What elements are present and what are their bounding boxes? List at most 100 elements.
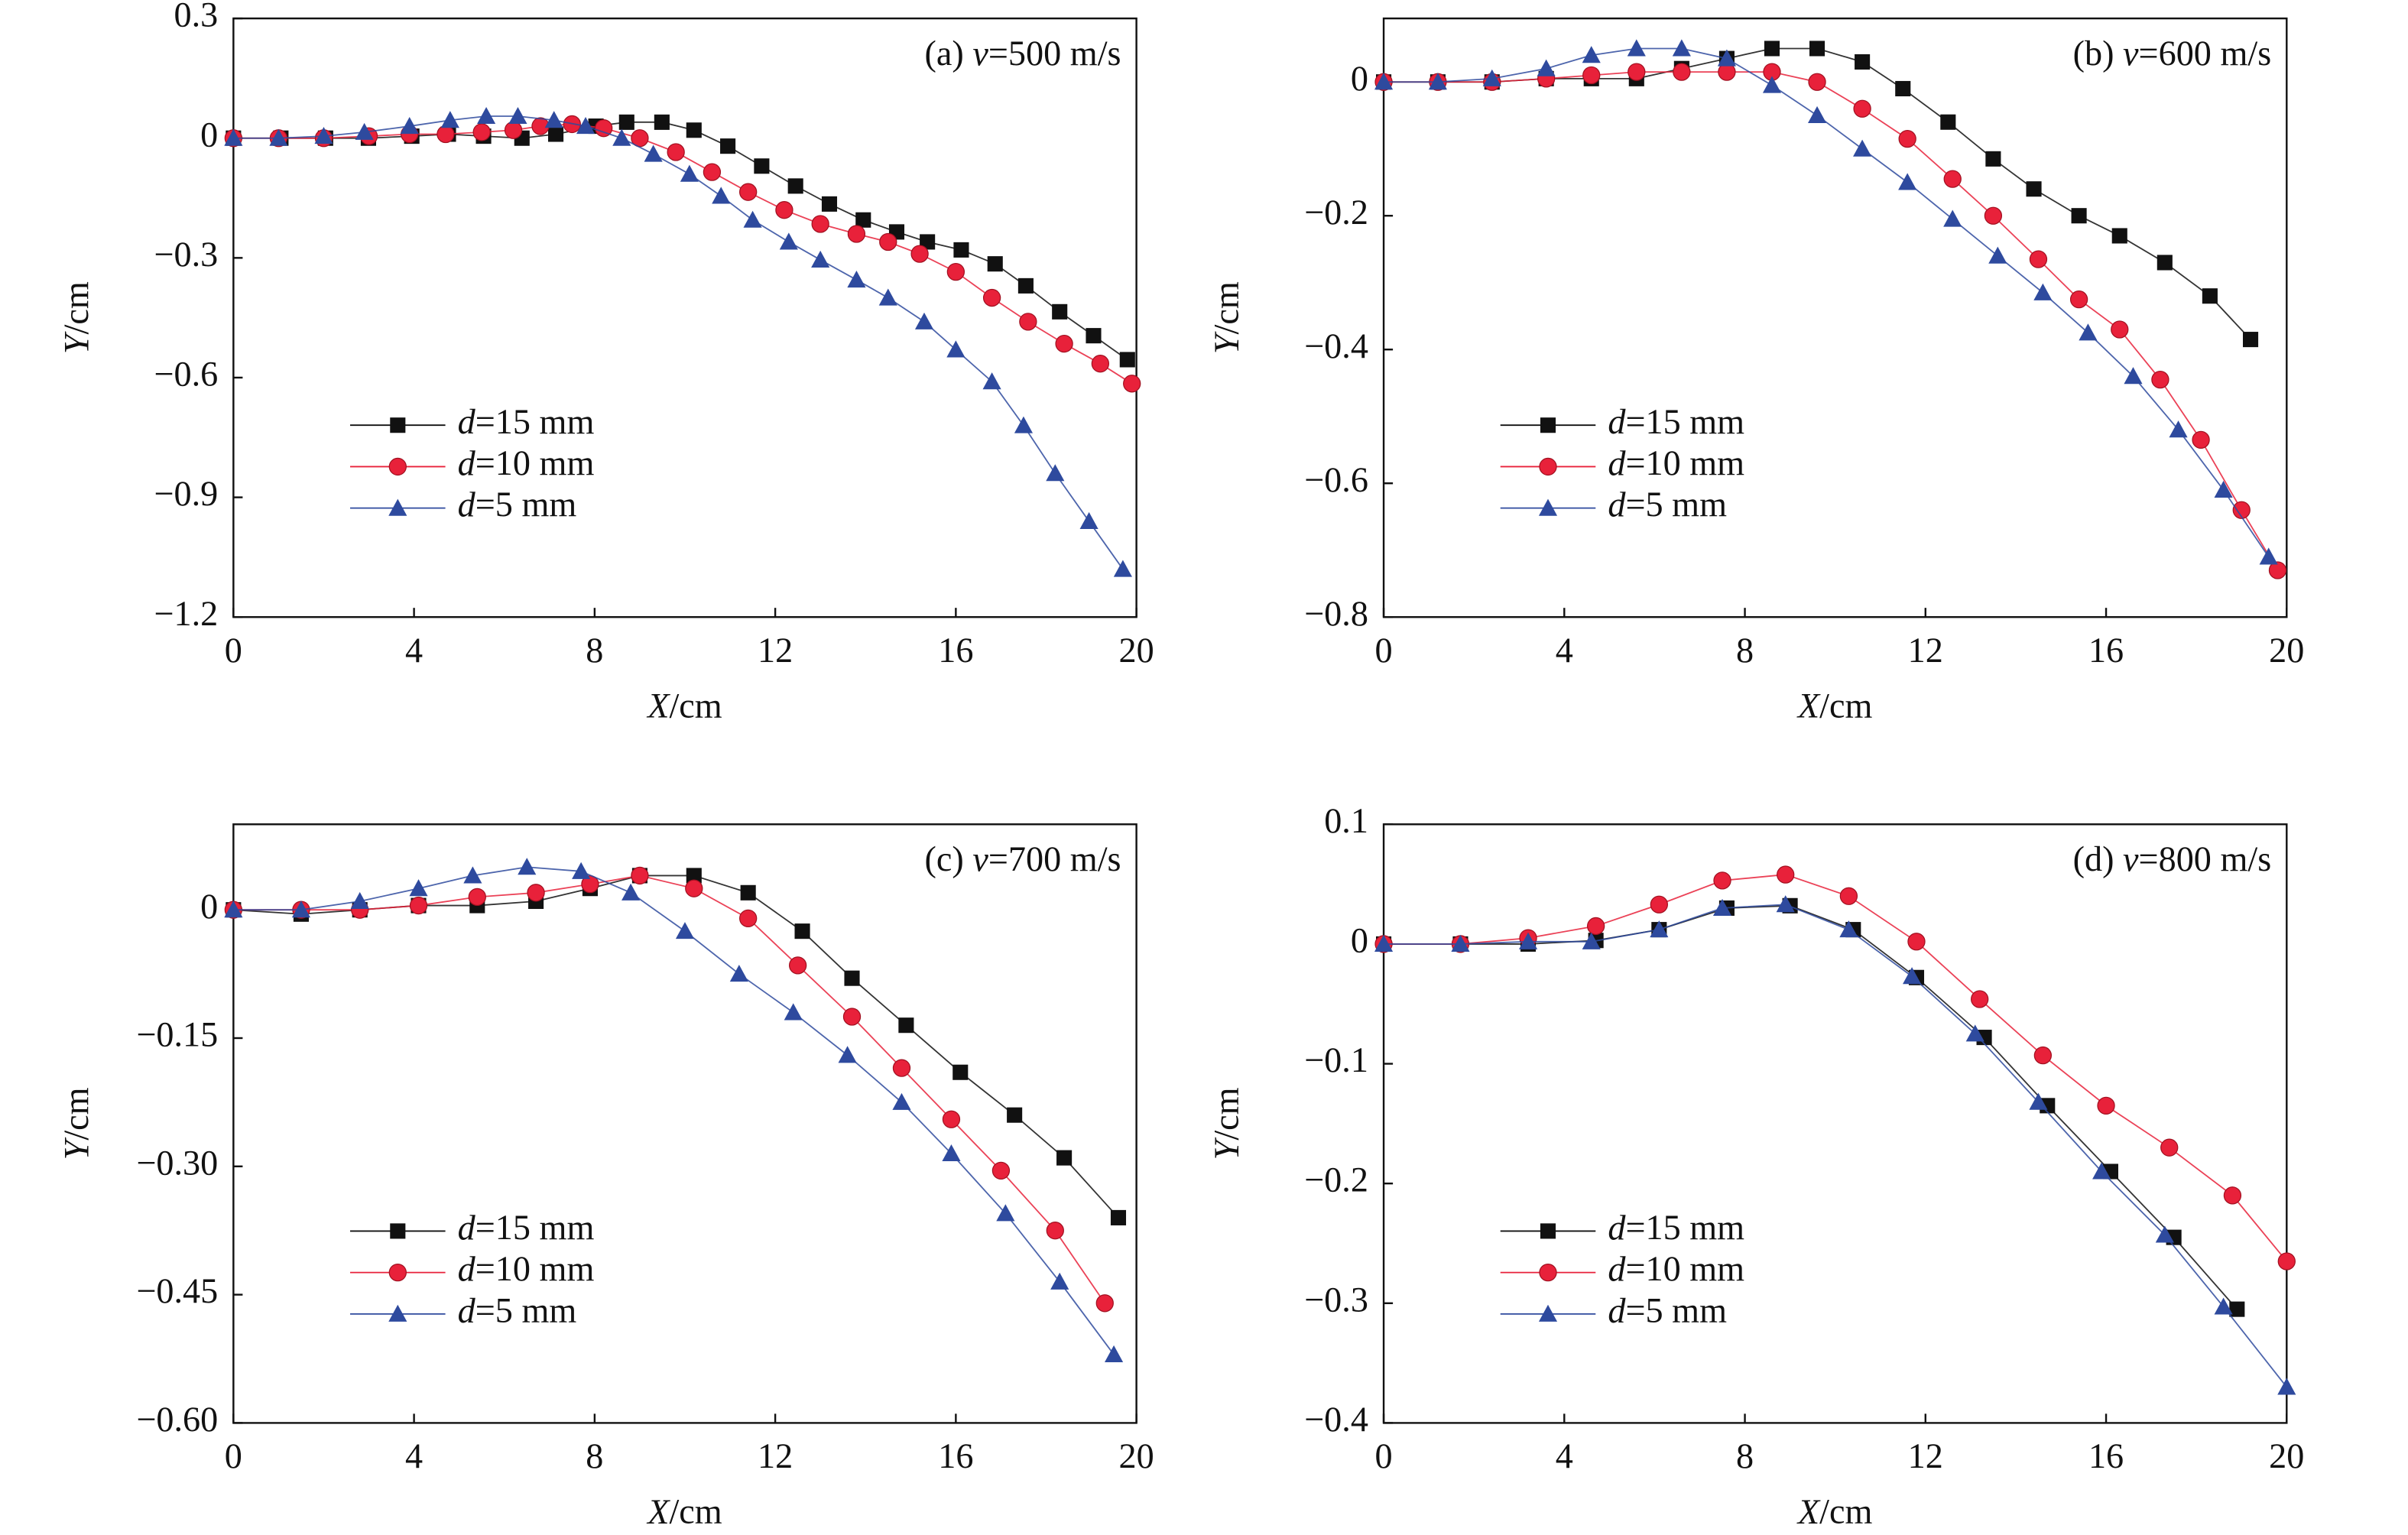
marker	[1853, 139, 1872, 157]
marker	[2026, 181, 2042, 197]
y-tick-label: 0	[1351, 921, 1368, 960]
marker	[1095, 1294, 1114, 1313]
marker	[784, 1003, 803, 1021]
marker	[350, 891, 369, 910]
marker	[1971, 990, 1989, 1008]
y-axis-label: Y/cm	[57, 1087, 96, 1160]
marker	[946, 262, 965, 281]
marker	[400, 117, 419, 135]
marker	[1717, 49, 1736, 67]
marker	[472, 123, 491, 141]
legend-label: d=5 mm	[1608, 485, 1727, 524]
marker	[2033, 283, 2053, 300]
marker	[1586, 917, 1605, 936]
marker	[1898, 173, 1917, 190]
marker	[942, 1144, 961, 1162]
marker	[811, 250, 830, 268]
marker	[2092, 1162, 2111, 1180]
marker	[1014, 416, 1034, 433]
marker	[685, 879, 703, 897]
marker	[1943, 209, 1962, 227]
y-tick-label: 0.1	[1324, 801, 1368, 840]
y-tick-label: 0	[1351, 59, 1368, 98]
marker	[1055, 334, 1073, 353]
y-tick-label: −0.1	[1304, 1040, 1368, 1079]
y-tick-label: −0.6	[154, 355, 218, 394]
marker	[1374, 73, 1394, 90]
x-axis-label: X/cm	[646, 1491, 722, 1530]
marker	[1762, 76, 1782, 93]
marker	[675, 922, 695, 939]
marker	[2277, 1252, 2296, 1271]
chart-title: (b) v=600 m/s	[2073, 34, 2272, 73]
marker	[612, 128, 631, 146]
marker	[2202, 288, 2218, 304]
marker	[1650, 920, 1669, 938]
marker	[878, 288, 897, 306]
series-line	[1384, 47, 2270, 557]
y-tick-label: −0.6	[1304, 460, 1368, 499]
marker	[942, 1110, 961, 1128]
marker	[838, 1046, 857, 1063]
chart-title: (d) v=800 m/s	[2073, 839, 2272, 878]
x-tick-label: 8	[586, 1436, 603, 1475]
y-tick-label: 0.3	[174, 0, 219, 34]
marker	[788, 956, 807, 975]
x-tick-label: 0	[1374, 1436, 1392, 1475]
marker	[1007, 1107, 1023, 1123]
marker	[2079, 323, 2098, 341]
marker	[508, 106, 527, 125]
legend-label: d=10 mm	[458, 1249, 595, 1288]
marker	[743, 210, 762, 228]
marker	[1839, 887, 1858, 905]
marker	[1776, 895, 1795, 913]
x-tick-label: 8	[1736, 631, 1754, 670]
marker	[987, 256, 1003, 272]
legend-marker	[388, 498, 407, 516]
y-tick-label: −0.8	[1304, 594, 1368, 633]
series-line	[233, 875, 1119, 1219]
marker	[518, 858, 537, 875]
series-line	[1384, 47, 2251, 340]
marker	[477, 106, 496, 125]
marker	[739, 909, 758, 928]
y-tick-label: −0.2	[1304, 1160, 1368, 1199]
legend-marker	[1539, 457, 1557, 476]
series-line	[233, 875, 1106, 1304]
marker	[2151, 370, 2169, 389]
marker	[2214, 1297, 2233, 1315]
marker	[1582, 66, 1601, 85]
marker	[572, 862, 591, 879]
marker	[1451, 934, 1470, 952]
x-tick-label: 4	[1556, 1436, 1573, 1475]
y-tick-label: −0.4	[1304, 1400, 1368, 1439]
y-axis-label: Y/cm	[1207, 1087, 1246, 1160]
y-tick-label: −0.15	[136, 1015, 218, 1054]
marker	[1713, 871, 1731, 890]
marker	[2192, 430, 2210, 449]
marker	[1807, 105, 1827, 124]
x-tick-label: 0	[1374, 631, 1392, 670]
marker	[2243, 332, 2259, 348]
marker	[1056, 1150, 1073, 1166]
marker	[618, 114, 634, 130]
y-tick-label: −0.45	[136, 1271, 218, 1310]
marker	[879, 232, 897, 252]
legend-marker	[388, 1304, 407, 1322]
x-tick-label: 12	[758, 1436, 793, 1475]
marker	[811, 215, 829, 233]
marker	[2268, 561, 2287, 579]
marker	[952, 1064, 969, 1080]
marker	[2277, 1378, 2296, 1395]
legend-label: d=10 mm	[1608, 1249, 1744, 1288]
legend-marker	[1540, 417, 1556, 433]
marker	[224, 128, 243, 146]
marker	[1091, 355, 1110, 373]
x-tick-label: 8	[1736, 1436, 1754, 1475]
marker	[1898, 129, 1916, 148]
marker	[1943, 170, 1962, 188]
plot-frame	[232, 17, 1137, 618]
x-tick-label: 4	[405, 1436, 423, 1475]
y-tick-label: −1.2	[154, 594, 218, 633]
marker	[703, 163, 722, 181]
